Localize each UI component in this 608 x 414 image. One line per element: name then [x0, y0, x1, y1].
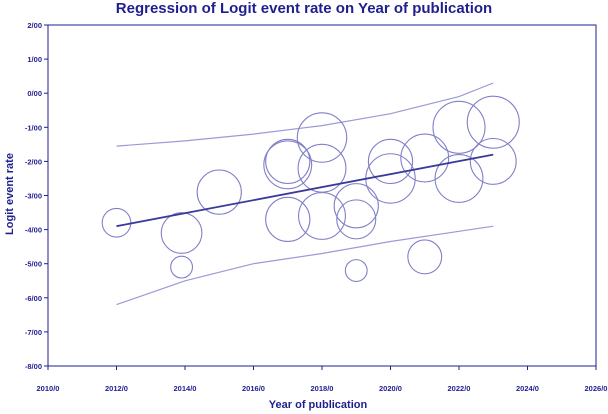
- x-tick-label: 2010/0: [37, 384, 60, 393]
- x-axis-label: Year of publication: [268, 399, 368, 411]
- regression-line: [116, 153, 494, 228]
- study-point: [469, 137, 517, 185]
- study-point: [407, 239, 443, 275]
- study-point: [336, 199, 377, 240]
- y-tick-label: -7/00: [25, 328, 42, 337]
- y-tick-label: -1/00: [25, 123, 42, 132]
- x-tick-label: 2024/0: [516, 384, 539, 393]
- y-tick-label: 0/00: [27, 89, 42, 98]
- x-tick-label: 2012/0: [105, 384, 128, 393]
- study-point: [170, 255, 194, 279]
- study-point: [400, 133, 450, 183]
- study-point: [298, 192, 346, 240]
- plot-frame: [47, 24, 597, 367]
- study-point: [367, 138, 414, 185]
- x-tick-label: 2026/0: [585, 384, 608, 393]
- axes: 2/00 1/00 0/00 -1/00 -2/00 -3/00 -4/00 -5/00 -6/…: [25, 21, 608, 393]
- chart-title: Regression of Logit event rate on Year o…: [115, 0, 493, 17]
- study-point: [265, 138, 311, 185]
- study-point: [466, 95, 520, 149]
- y-tick-label: -5/00: [25, 260, 42, 269]
- y-tick-label: -2/00: [25, 157, 42, 166]
- study-point: [432, 100, 486, 154]
- study-point: [296, 112, 348, 163]
- study-point: [333, 183, 379, 229]
- regression-line-group: [116, 153, 494, 228]
- y-tick-label: -8/00: [25, 362, 42, 371]
- study-point: [265, 196, 311, 243]
- y-tick-label: 1/00: [27, 55, 42, 64]
- study-point: [344, 259, 368, 282]
- x-tick-label: 2020/0: [379, 384, 402, 393]
- x-tick-label: 2016/0: [242, 384, 265, 393]
- lower-confidence-band: [116, 225, 494, 306]
- study-point: [365, 153, 416, 204]
- y-tick-label: 2/00: [27, 21, 42, 30]
- study-point: [101, 207, 132, 238]
- x-tick-label: 2014/0: [174, 384, 197, 393]
- y-tick-label: -3/00: [25, 192, 42, 201]
- study-point: [263, 140, 313, 190]
- study-point: [160, 212, 203, 254]
- x-tick-label: 2022/0: [448, 384, 471, 393]
- study-point: [196, 169, 242, 215]
- study-point: [297, 143, 347, 193]
- y-tick-label: -6/00: [25, 294, 42, 303]
- study-point: [434, 154, 484, 203]
- x-tick-label: 2018/0: [311, 384, 334, 393]
- y-tick-label: -4/00: [25, 226, 42, 235]
- upper-confidence-band: [116, 82, 494, 147]
- data-points: [101, 95, 520, 282]
- confidence-bands: [116, 82, 494, 306]
